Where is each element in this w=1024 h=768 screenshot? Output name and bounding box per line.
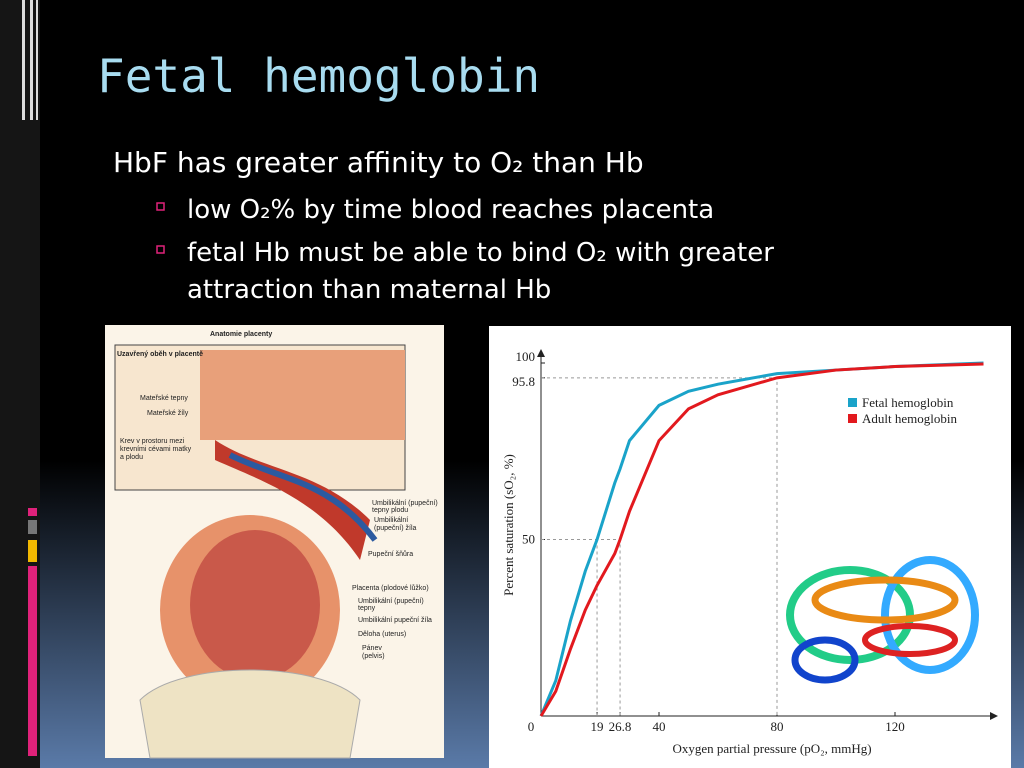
curve: [539, 362, 984, 717]
protein-structure: [786, 556, 979, 684]
y-tick-label: 50: [522, 532, 535, 547]
placenta-figure: Anatomie placenty Uzavřený oběh v placen…: [105, 325, 444, 759]
figure-label: Umbilikální pupeční žíla: [358, 617, 432, 624]
svg-text:Anatomie placenty: Anatomie placenty: [210, 331, 272, 338]
figure-label: krevními cévami matky: [120, 446, 192, 453]
sub-bullet: low O₂% by time blood reaches placenta: [187, 195, 714, 225]
figure-label: Pánev: [362, 645, 382, 652]
x-axis-label: Oxygen partial pressure (pO₂, mmHg): [672, 741, 871, 756]
legend-label: Adult hemoglobin: [862, 411, 957, 426]
bullet-marker: [156, 245, 165, 254]
figure-label: Děloha (uterus): [358, 631, 406, 638]
figure-subtitle: Uzavřený oběh v placentě: [117, 351, 203, 358]
legend-swatch: [848, 414, 857, 423]
chart-panel: [489, 326, 1011, 768]
y-tick-label: 100: [516, 349, 536, 364]
sub-bullet: fetal Hb must be able to bind O₂ with gr…: [187, 238, 774, 268]
bullet: HbF has greater affinity to O₂ than Hb: [113, 146, 644, 179]
bullet-marker: [156, 202, 165, 211]
figure-label: Umbilikální: [374, 517, 408, 524]
figure-label: Umbilikální (pupeční): [372, 500, 438, 507]
figure-label: Mateřské tepny: [140, 395, 188, 402]
y-axis-label: Percent saturation (sO₂, %): [501, 454, 516, 596]
figure-label: a plodu: [120, 454, 143, 461]
x-tick-label: 26.8: [609, 719, 632, 734]
figure-label: Krev v prostoru mezi: [120, 438, 185, 445]
legend-swatch: [848, 398, 857, 407]
x-tick-label: 120: [885, 719, 905, 734]
y-tick-label: 95.8: [512, 374, 535, 389]
figure-label: Pupeční šňůra: [368, 550, 413, 558]
slide-title: Fetal hemoglobin: [97, 49, 540, 103]
figure-label: tepny plodu: [372, 507, 408, 514]
x-tick-label: 40: [653, 719, 666, 734]
figure-label: Mateřské žíly: [147, 410, 189, 417]
figure-label: Umbilikální (pupeční): [358, 598, 424, 605]
chart: 0 19 26.8 40 80 120 50 95.8 100 Oxygen partial pr…: [501, 349, 998, 756]
x-tick-label: 0: [528, 719, 535, 734]
figure-label: (pelvis): [362, 653, 385, 660]
x-tick-label: 80: [771, 719, 784, 734]
figure-label: tepny: [358, 605, 376, 612]
side-strip: [0, 0, 40, 768]
sub-bullet: attraction than maternal Hb: [187, 275, 551, 305]
figure-label: (pupeční) žíla: [374, 525, 417, 532]
x-tick-label: 19: [591, 719, 604, 734]
figure-label: Placenta (plodové lůžko): [352, 584, 429, 592]
legend-label: Fetal hemoglobin: [862, 395, 954, 410]
